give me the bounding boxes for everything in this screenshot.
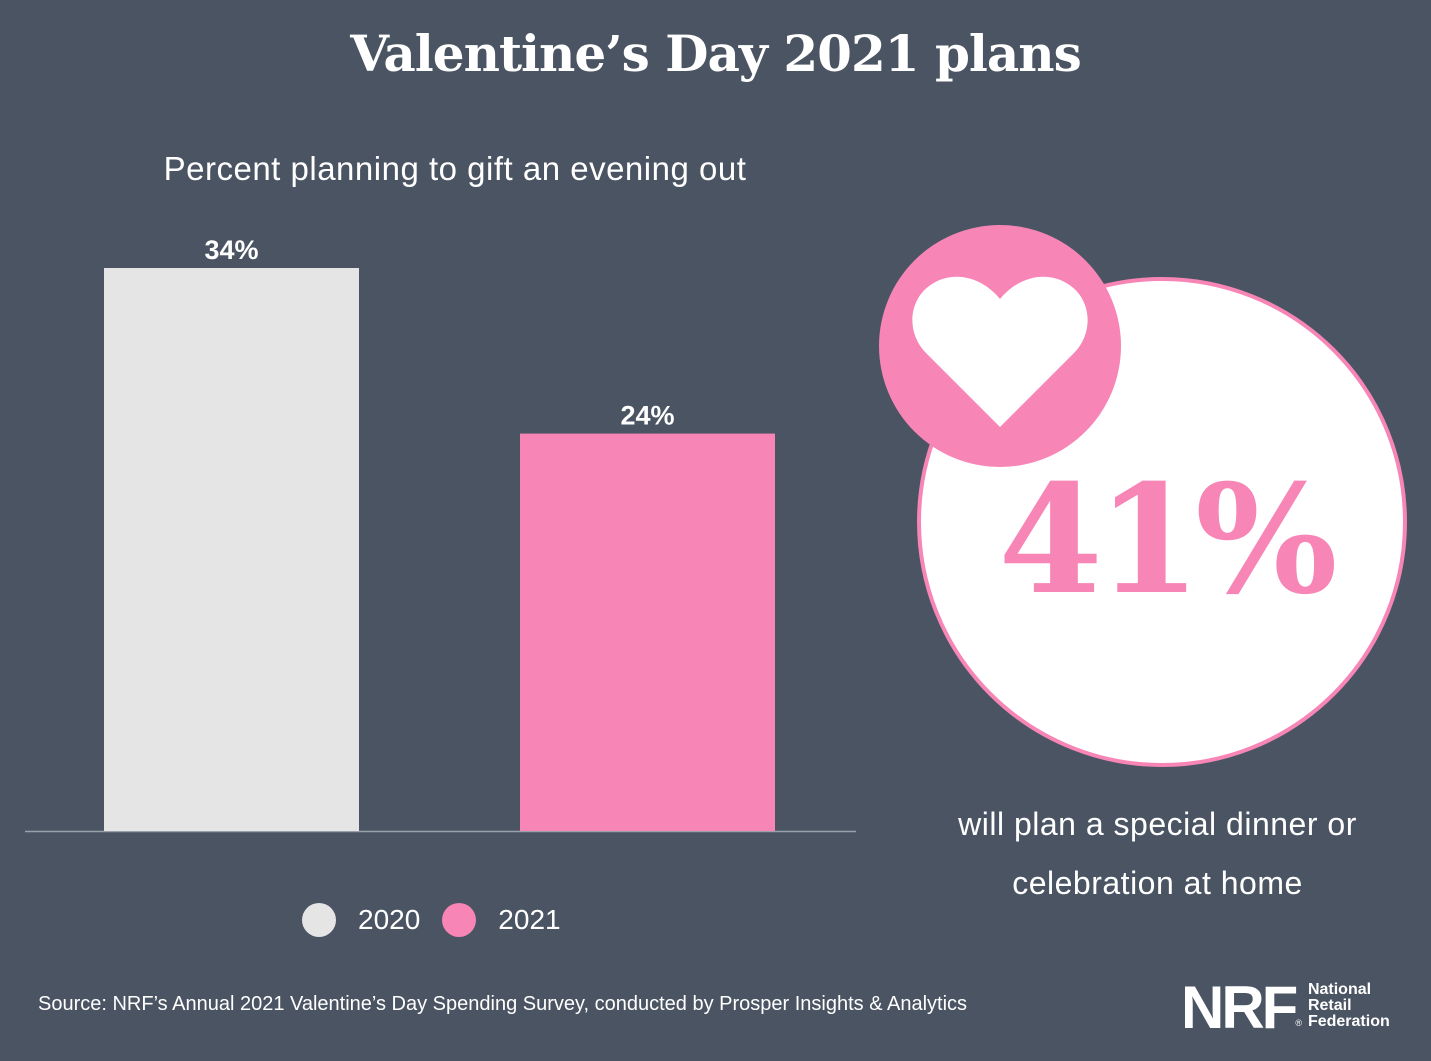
nrf-logo-name-line-1: National bbox=[1307, 981, 1372, 998]
bar-value-label-2020: 34% bbox=[204, 235, 258, 265]
bar-2021 bbox=[520, 433, 775, 831]
legend-label-2021: 2021 bbox=[498, 904, 561, 935]
heart-badge bbox=[879, 225, 1121, 467]
stat-caption: will plan a special dinner or celebratio… bbox=[905, 795, 1410, 913]
bar-value-label-2021: 24% bbox=[620, 401, 674, 431]
legend-swatch-2020 bbox=[302, 903, 336, 937]
stat-value: 41% bbox=[998, 452, 1337, 628]
chart-legend: 2020 2021 bbox=[302, 900, 583, 940]
nrf-logo-registered: ® bbox=[1295, 1018, 1302, 1028]
source-note: Source: NRF’s Annual 2021 Valentine’s Da… bbox=[38, 993, 968, 1015]
stat-caption-line-2: celebration at home bbox=[1012, 865, 1303, 901]
legend-label-2020: 2020 bbox=[358, 904, 421, 935]
legend-item-2020: 2020 bbox=[302, 903, 420, 937]
nrf-logo-name: National Retail Federation bbox=[1308, 982, 1390, 1030]
nrf-logo-name-line-3: Federation bbox=[1307, 1013, 1390, 1030]
nrf-logo-mark: NRF bbox=[1181, 974, 1298, 1041]
nrf-logo: NRF ® National Retail Federation bbox=[1181, 974, 1390, 1041]
nrf-logo-name-line-2: Retail bbox=[1307, 997, 1352, 1014]
heart-icon bbox=[912, 276, 1088, 427]
bar-chart: 34% 24% bbox=[25, 235, 856, 833]
legend-swatch-2021 bbox=[442, 903, 477, 937]
stat-caption-line-1: will plan a special dinner or bbox=[958, 806, 1357, 842]
legend-item-2021: 2021 bbox=[442, 903, 561, 937]
page-title: Valentine’s Day 2021 plans bbox=[350, 24, 1082, 83]
chart-title: Percent planning to gift an evening out bbox=[163, 150, 747, 187]
bar-2020 bbox=[104, 268, 359, 831]
